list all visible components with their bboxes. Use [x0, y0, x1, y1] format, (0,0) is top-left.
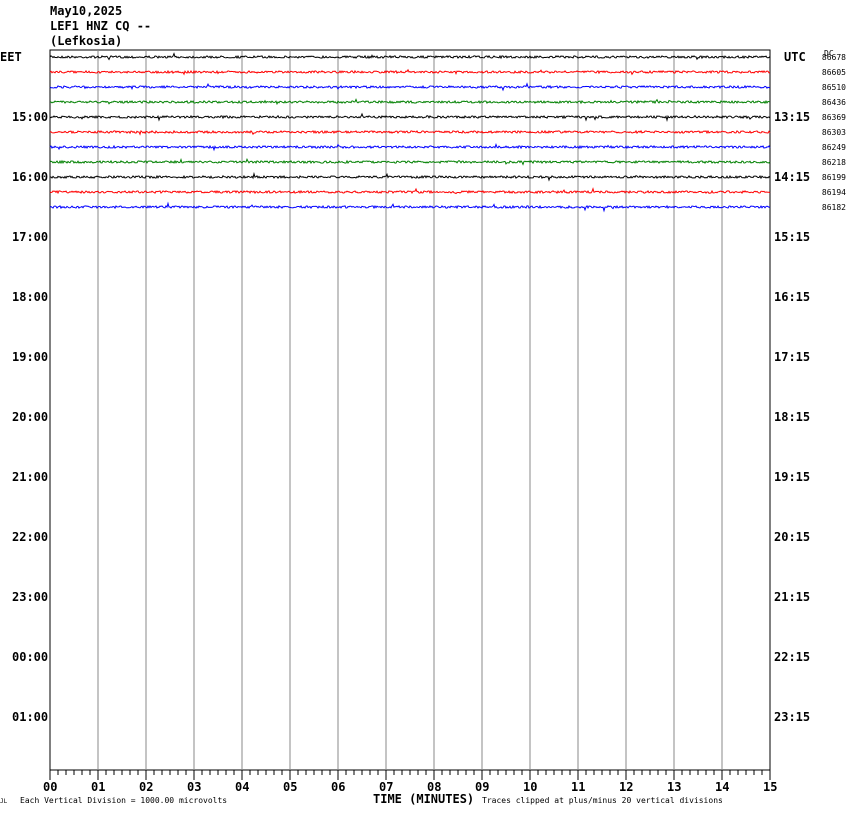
seismic-trace — [49, 82, 771, 92]
x-tick-label: 15 — [763, 780, 778, 794]
chart-station: LEF1 HNZ CQ -- — [50, 19, 152, 33]
seismic-trace — [49, 187, 771, 195]
seismic-trace — [49, 158, 771, 166]
x-tick-label: 00 — [43, 780, 58, 794]
right-time-label: 17:15 — [774, 350, 811, 364]
x-tick-label: 07 — [379, 780, 394, 794]
right-time-label: 18:15 — [774, 410, 811, 424]
right-time-label: 19:15 — [774, 470, 811, 484]
x-tick-label: 06 — [331, 780, 346, 794]
trace-dc-value: 86218 — [821, 158, 846, 167]
left-time-label: 20:00 — [12, 410, 49, 424]
seismic-trace — [49, 142, 771, 152]
footer-corner-mark: JL — [0, 798, 8, 805]
right-time-label: 23:15 — [774, 710, 811, 724]
left-time-label: 21:00 — [12, 470, 49, 484]
x-tick-label: 02 — [139, 780, 154, 794]
x-tick-label: 01 — [91, 780, 106, 794]
seismic-trace — [50, 171, 771, 182]
right-time-label: 22:15 — [774, 650, 811, 664]
x-tick-label: 08 — [427, 780, 442, 794]
trace-dc-value: 86678 — [821, 53, 846, 62]
trace-dc-value: 86303 — [821, 128, 846, 137]
left-timezone-label: EET — [0, 50, 22, 64]
seismic-trace — [49, 201, 771, 213]
right-time-label: 15:15 — [774, 230, 811, 244]
footer-clip-note: Traces clipped at plus/minus 20 vertical… — [482, 796, 723, 805]
x-tick-label: 11 — [571, 780, 586, 794]
x-tick-label: 04 — [235, 780, 250, 794]
x-tick-label: 09 — [475, 780, 490, 794]
x-axis-label: TIME (MINUTES) — [373, 792, 475, 806]
left-time-label: 17:00 — [12, 230, 49, 244]
right-time-label: 21:15 — [774, 590, 811, 604]
seismic-trace — [49, 52, 771, 61]
left-time-label: 19:00 — [12, 350, 49, 364]
x-tick-label: 12 — [619, 780, 634, 794]
trace-dc-value: 86436 — [821, 98, 846, 107]
left-time-label: 01:00 — [12, 710, 49, 724]
dc-label: DC — [824, 49, 834, 58]
left-time-label: 16:00 — [12, 170, 49, 184]
trace-dc-value: 86369 — [821, 113, 846, 122]
x-tick-label: 05 — [283, 780, 298, 794]
right-time-label: 14:15 — [774, 170, 811, 184]
x-tick-label: 14 — [715, 780, 730, 794]
x-tick-label: 03 — [187, 780, 202, 794]
trace-dc-value: 86249 — [821, 143, 846, 152]
left-time-label: 23:00 — [12, 590, 49, 604]
trace-dc-value: 86182 — [821, 203, 846, 212]
chart-date: May10,2025 — [50, 4, 123, 18]
right-time-label: 13:15 — [774, 110, 811, 124]
right-time-label: 16:15 — [774, 290, 811, 304]
x-tick-label: 13 — [667, 780, 682, 794]
chart-location: (Lefkosia) — [50, 34, 123, 48]
trace-dc-value: 86605 — [821, 68, 846, 77]
left-time-label: 00:00 — [12, 650, 49, 664]
trace-dc-value: 86199 — [821, 173, 846, 182]
seismic-trace — [49, 129, 771, 136]
left-time-label: 22:00 — [12, 530, 49, 544]
plot-frame — [49, 49, 771, 771]
left-time-label: 15:00 — [12, 110, 49, 124]
seismic-trace — [49, 112, 771, 122]
seismic-trace — [50, 98, 771, 106]
seismic-trace — [49, 68, 771, 76]
left-time-label: 18:00 — [12, 290, 49, 304]
trace-dc-value: 86510 — [821, 83, 846, 92]
footer-scale-note: Each Vertical Division = 1000.00 microvo… — [20, 796, 228, 805]
x-tick-label: 10 — [523, 780, 538, 794]
trace-dc-value: 86194 — [821, 188, 846, 197]
right-time-label: 20:15 — [774, 530, 811, 544]
right-timezone-label: UTC — [784, 50, 806, 64]
